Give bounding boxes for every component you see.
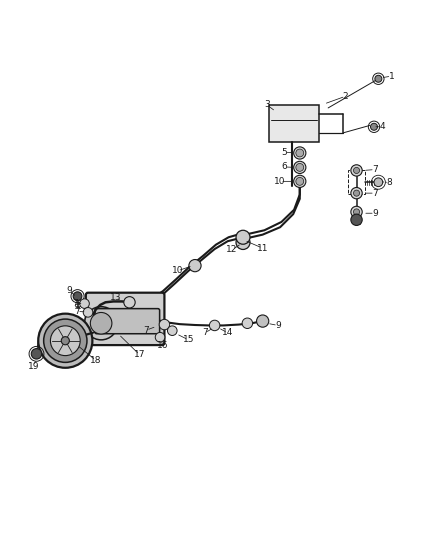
Text: 10: 10	[172, 266, 183, 276]
Text: 16: 16	[156, 342, 168, 351]
Circle shape	[257, 315, 269, 327]
Circle shape	[80, 299, 89, 309]
Circle shape	[50, 326, 80, 356]
Circle shape	[83, 308, 93, 317]
Text: 7: 7	[74, 307, 80, 316]
Circle shape	[296, 149, 304, 157]
Circle shape	[351, 188, 362, 199]
Text: 19: 19	[28, 361, 39, 370]
Text: 1: 1	[389, 71, 394, 80]
Circle shape	[351, 165, 362, 176]
Circle shape	[351, 214, 362, 225]
Circle shape	[351, 206, 362, 217]
Circle shape	[189, 260, 201, 272]
Circle shape	[167, 326, 177, 335]
Circle shape	[73, 292, 82, 301]
Circle shape	[209, 320, 220, 330]
Circle shape	[353, 209, 360, 215]
Text: 18: 18	[90, 356, 102, 365]
Bar	[348, 171, 365, 195]
Circle shape	[124, 297, 135, 308]
Circle shape	[293, 161, 306, 174]
Text: 9: 9	[67, 286, 72, 295]
Circle shape	[371, 123, 378, 130]
Circle shape	[236, 236, 250, 249]
Text: 7: 7	[372, 165, 378, 174]
Text: 7: 7	[372, 189, 378, 198]
Text: 9: 9	[372, 209, 378, 218]
Text: 7: 7	[202, 328, 208, 337]
Text: 3: 3	[264, 100, 270, 109]
Circle shape	[293, 147, 306, 159]
Circle shape	[353, 167, 360, 174]
Text: 4: 4	[380, 122, 385, 131]
Circle shape	[353, 190, 360, 196]
Circle shape	[85, 306, 118, 340]
Circle shape	[31, 349, 42, 359]
Bar	[269, 105, 319, 142]
Circle shape	[155, 333, 165, 342]
Circle shape	[242, 318, 253, 328]
Text: 11: 11	[257, 244, 268, 253]
Text: 9: 9	[275, 321, 281, 330]
Text: 15: 15	[183, 335, 194, 344]
Circle shape	[296, 177, 304, 185]
Circle shape	[159, 319, 170, 330]
Text: 5: 5	[282, 148, 287, 157]
FancyBboxPatch shape	[95, 309, 159, 334]
Text: 13: 13	[110, 294, 121, 302]
Circle shape	[293, 175, 306, 188]
Text: 14: 14	[222, 328, 233, 337]
Text: 12: 12	[226, 245, 238, 254]
Circle shape	[236, 230, 250, 244]
Circle shape	[296, 164, 304, 171]
Text: 7: 7	[72, 299, 78, 308]
Circle shape	[61, 337, 69, 345]
Circle shape	[375, 75, 382, 82]
Text: 6: 6	[282, 163, 287, 172]
Circle shape	[38, 313, 92, 368]
Text: 10: 10	[274, 177, 286, 186]
Text: 8: 8	[386, 177, 392, 187]
Text: 2: 2	[343, 92, 349, 101]
Circle shape	[44, 319, 87, 362]
FancyBboxPatch shape	[86, 293, 164, 345]
Text: 7: 7	[143, 326, 149, 335]
Text: 17: 17	[134, 350, 145, 359]
Circle shape	[374, 178, 383, 187]
Circle shape	[90, 312, 112, 334]
